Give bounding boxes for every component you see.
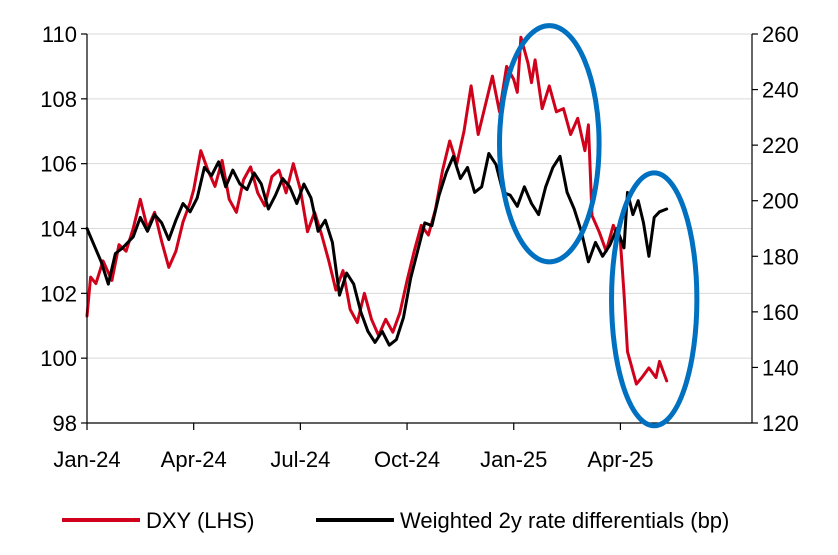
highlight-ellipse-1 xyxy=(497,23,602,265)
y-tick-label-left: 100 xyxy=(40,346,77,371)
y-tick-label-right: 200 xyxy=(762,189,799,214)
x-tick-label: Jan-24 xyxy=(53,447,120,472)
x-tick-label: Oct-24 xyxy=(374,447,440,472)
legend-label: DXY (LHS) xyxy=(146,508,254,533)
y-tick-label-right: 120 xyxy=(762,411,799,436)
x-tick-label: Apr-25 xyxy=(587,447,653,472)
x-tick-label: Apr-24 xyxy=(161,447,227,472)
y-tick-label-right: 160 xyxy=(762,300,799,325)
annotations xyxy=(497,23,700,429)
y-tick-label-left: 108 xyxy=(40,87,77,112)
x-tick-label: Jul-24 xyxy=(270,447,330,472)
y-tick-label-right: 140 xyxy=(762,355,799,380)
y-tick-label-right: 180 xyxy=(762,244,799,269)
y-tick-label-left: 104 xyxy=(40,217,77,242)
highlight-ellipse-2 xyxy=(609,170,700,429)
y-tick-label-left: 106 xyxy=(40,152,77,177)
y-tick-label-left: 98 xyxy=(53,411,77,436)
legend: DXY (LHS) Weighted 2y rate differentials … xyxy=(62,508,729,533)
series-line-dxy xyxy=(85,35,669,386)
y-tick-label-left: 110 xyxy=(42,22,77,47)
series-layer xyxy=(85,35,669,386)
y-tick-label-left: 102 xyxy=(40,281,77,306)
axes: 98 100 102 104 106 108 110 120 140 160 180 200 220 24… xyxy=(40,22,798,472)
y-tick-label-right: 240 xyxy=(762,78,799,103)
y-tick-label-right: 220 xyxy=(762,133,799,158)
series-line-rate-differentials xyxy=(85,152,669,347)
legend-label: Weighted 2y rate differentials (bp) xyxy=(400,508,729,533)
x-tick-label: Jan-25 xyxy=(480,447,547,472)
y-tick-label-right: 260 xyxy=(762,22,799,47)
